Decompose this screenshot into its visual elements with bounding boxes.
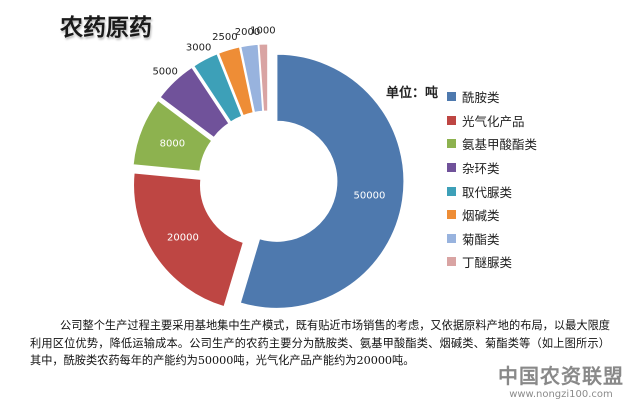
donut-slice-6 (217, 46, 254, 117)
legend-item-8: 丁醚脲类 (447, 250, 537, 274)
donut-slice-3 (132, 99, 213, 172)
legend-swatch (447, 139, 456, 149)
legend-label: 取代脲类 (462, 184, 513, 200)
legend-label: 烟碱类 (462, 208, 500, 224)
legend-item-2: 光气化产品 (447, 109, 537, 133)
description-paragraph: 公司整个生产过程主要采用基地集中生产模式，既有贴近市场销售的考虑，又依据原料产地… (30, 317, 610, 370)
watermark-logo-text: 中国农资联盟 (498, 364, 624, 388)
data-label-7: 2000 (235, 27, 260, 38)
legend-swatch (447, 210, 456, 220)
watermark-url: www.nongzi100.com (509, 389, 613, 400)
legend-item-3: 氨基甲酸酯类 (447, 132, 537, 156)
donut-slice-8 (258, 43, 269, 112)
legend-item-6: 烟碱类 (447, 203, 537, 227)
legend-item-7: 菊酯类 (447, 227, 537, 251)
data-label-8: 1000 (250, 26, 275, 37)
legend-swatch (447, 92, 456, 102)
legend-swatch (447, 186, 456, 196)
data-label-1: 50000 (354, 190, 386, 201)
legend-label: 菊酯类 (462, 231, 500, 247)
donut-slice-4 (159, 66, 230, 139)
donut-slice-1 (239, 53, 405, 309)
chart-title: 农药原药 (60, 15, 152, 41)
legend-item-5: 取代脲类 (447, 179, 537, 203)
legend-label: 杂环类 (462, 161, 500, 177)
data-label-6: 2500 (212, 32, 237, 43)
donut-slice-7 (240, 43, 264, 113)
legend-swatch (447, 233, 456, 243)
paragraph-text: 公司整个生产过程主要采用基地集中生产模式，既有贴近市场销售的考虑，又依据原料产地… (30, 319, 610, 367)
legend-item-4: 杂环类 (447, 156, 537, 180)
data-label-3: 8000 (160, 139, 185, 150)
data-label-5: 3000 (186, 42, 211, 53)
legend-item-1: 酰胺类 (447, 85, 537, 109)
chart-legend: 酰胺类光气化产品氨基甲酸酯类 杂环类取代脲类烟碱类菊酯类丁醚脲类 (447, 85, 537, 274)
legend-swatch (447, 163, 456, 173)
donut-slice-2 (133, 172, 244, 308)
unit-label: 单位：吨 (386, 86, 439, 101)
donut-slice-5 (193, 53, 243, 123)
data-label-2: 20000 (167, 233, 199, 244)
legend-swatch (447, 115, 456, 125)
data-label-4: 5000 (152, 66, 177, 77)
legend-label: 丁醚脲类 (462, 255, 513, 271)
legend-label: 光气化产品 (462, 113, 525, 129)
legend-label: 酰胺类 (462, 90, 500, 106)
watermark: 中国农资联盟 www.nongzi100.com (498, 360, 624, 400)
legend-swatch (447, 257, 456, 267)
legend-label: 氨基甲酸酯类 (462, 137, 538, 153)
